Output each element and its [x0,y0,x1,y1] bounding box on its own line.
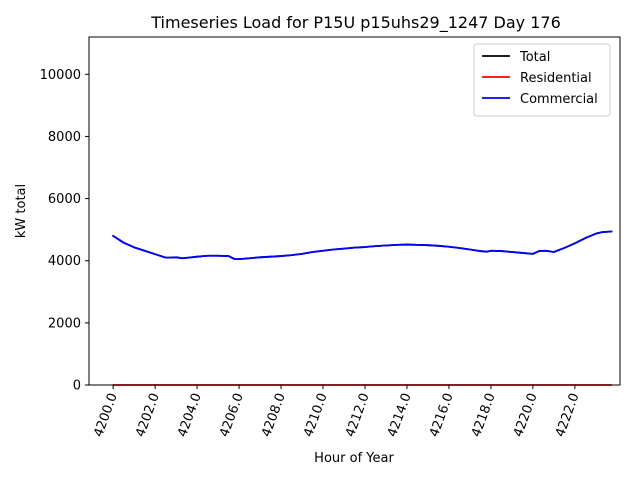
axes-spines [88,36,621,386]
legend-label-commercial: Commercial [520,92,598,107]
y-tick-label: 0 [73,379,81,394]
y-tick-label: 4000 [48,254,81,269]
legend-label-total: Total [519,50,550,65]
y-axis-label: kW total [14,184,29,238]
y-tick-label: 6000 [48,192,81,207]
y-axis-ticks: 0 2000 4000 6000 8000 10000 [40,68,89,394]
x-axis-label: Hour of Year [314,451,394,466]
legend-label-residential: Residential [520,71,592,86]
chart-title: Timeseries Load for P15U p15uhs29_1247 D… [150,13,561,33]
y-tick-label: 2000 [48,316,81,331]
y-tick-label: 8000 [48,130,81,145]
legend: Total Residential Commercial [473,43,611,117]
y-tick-label: 10000 [40,68,81,83]
series-line-commercial [112,230,613,261]
axes-frame [88,36,621,386]
